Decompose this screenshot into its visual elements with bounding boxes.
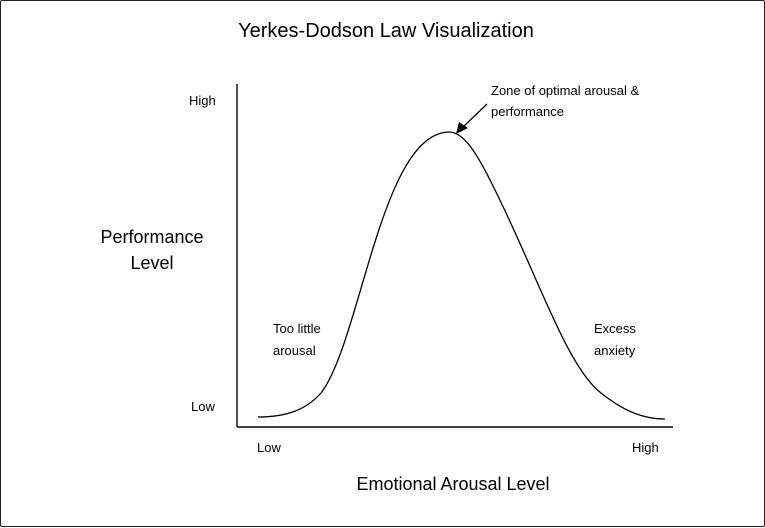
y-axis-low-label: Low bbox=[191, 399, 215, 414]
performance-curve bbox=[257, 131, 666, 420]
y-axis-title-line-1: Performance bbox=[100, 227, 203, 247]
optimal-zone-arrow-shaft bbox=[460, 103, 488, 130]
excess-anxiety-line-2: anxiety bbox=[594, 343, 636, 358]
y-axis-title-line-2: Level bbox=[130, 253, 173, 273]
x-axis-title: Emotional Arousal Level bbox=[356, 474, 549, 494]
too-little-arousal-line-1: Too little bbox=[273, 321, 321, 336]
too-little-arousal-line-2: arousal bbox=[273, 343, 316, 358]
x-axis-high-label: High bbox=[632, 440, 659, 455]
optimal-zone-line-2: performance bbox=[491, 104, 564, 119]
x-axis-low-label: Low bbox=[257, 440, 281, 455]
y-axis-high-label: High bbox=[189, 93, 216, 108]
diagram-title: Yerkes-Dodson Law Visualization bbox=[238, 20, 534, 42]
excess-anxiety-line-1: Excess bbox=[594, 321, 636, 336]
optimal-zone-arrowhead-icon bbox=[456, 122, 468, 134]
optimal-zone-line-1: Zone of optimal arousal & bbox=[491, 83, 639, 98]
